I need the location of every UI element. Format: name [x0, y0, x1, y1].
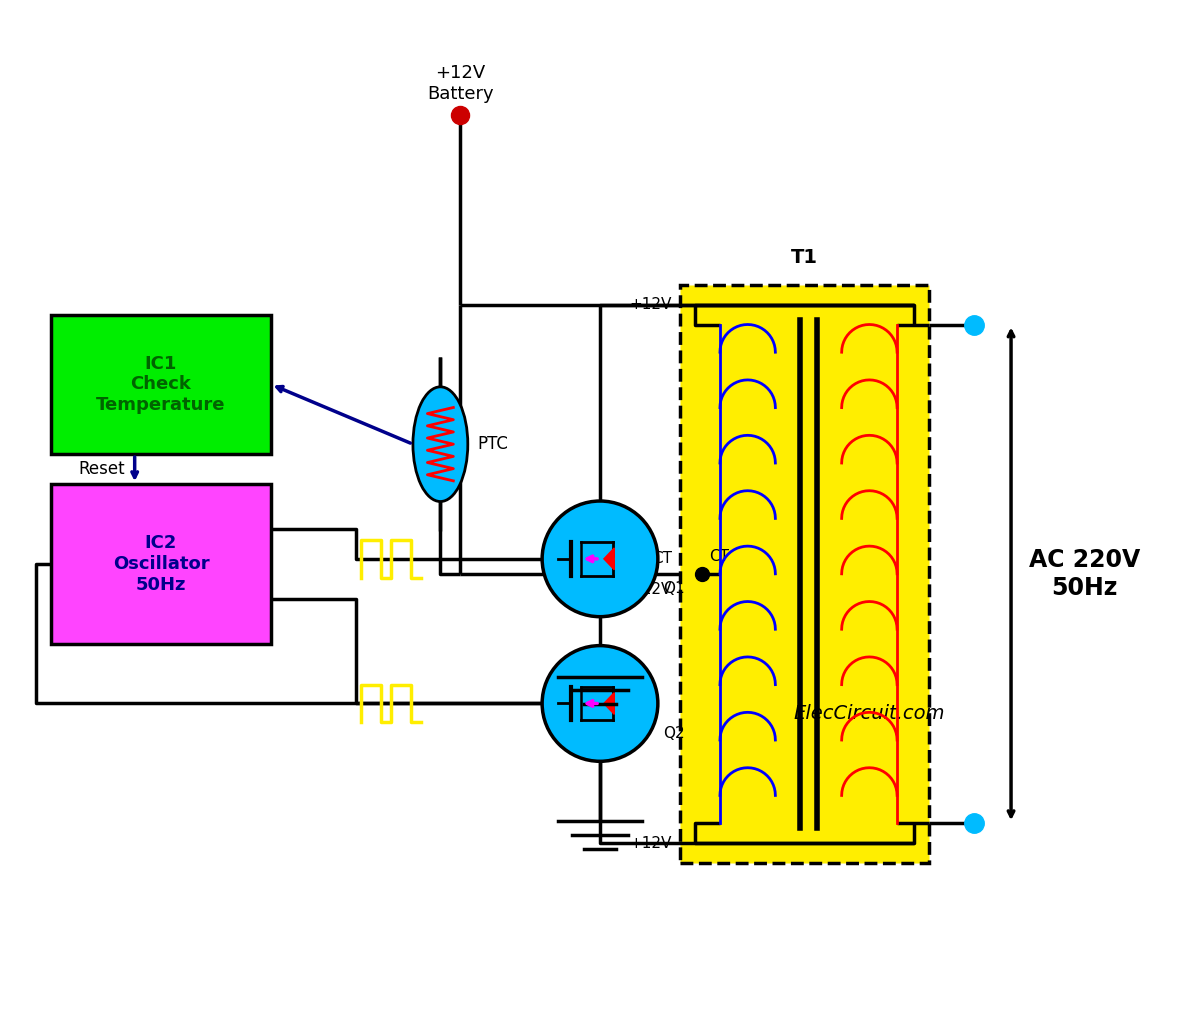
Text: ElecCircuit.com: ElecCircuit.com: [793, 704, 946, 723]
Text: CT: CT: [709, 549, 728, 564]
FancyBboxPatch shape: [52, 484, 271, 644]
Ellipse shape: [413, 386, 468, 502]
Text: +12V: +12V: [630, 836, 672, 851]
Text: Q1: Q1: [662, 581, 684, 596]
Text: IC2
Oscillator
50Hz: IC2 Oscillator 50Hz: [113, 534, 209, 593]
Polygon shape: [604, 693, 614, 714]
Text: Reset: Reset: [78, 460, 125, 479]
Text: T1: T1: [791, 247, 818, 267]
Text: +12V
Battery: +12V Battery: [427, 64, 493, 103]
Text: +12V: +12V: [630, 297, 672, 312]
Polygon shape: [604, 548, 614, 570]
Text: Q2: Q2: [662, 726, 684, 741]
Text: AC 220V
50Hz: AC 220V 50Hz: [1030, 548, 1140, 599]
Circle shape: [542, 501, 658, 617]
Text: +12V: +12V: [630, 582, 672, 597]
FancyBboxPatch shape: [680, 285, 929, 863]
FancyBboxPatch shape: [52, 314, 271, 454]
Text: PTC: PTC: [478, 435, 509, 453]
Text: IC1
Check
Temperature: IC1 Check Temperature: [96, 355, 226, 414]
Circle shape: [542, 646, 658, 762]
Text: CT: CT: [652, 551, 672, 566]
